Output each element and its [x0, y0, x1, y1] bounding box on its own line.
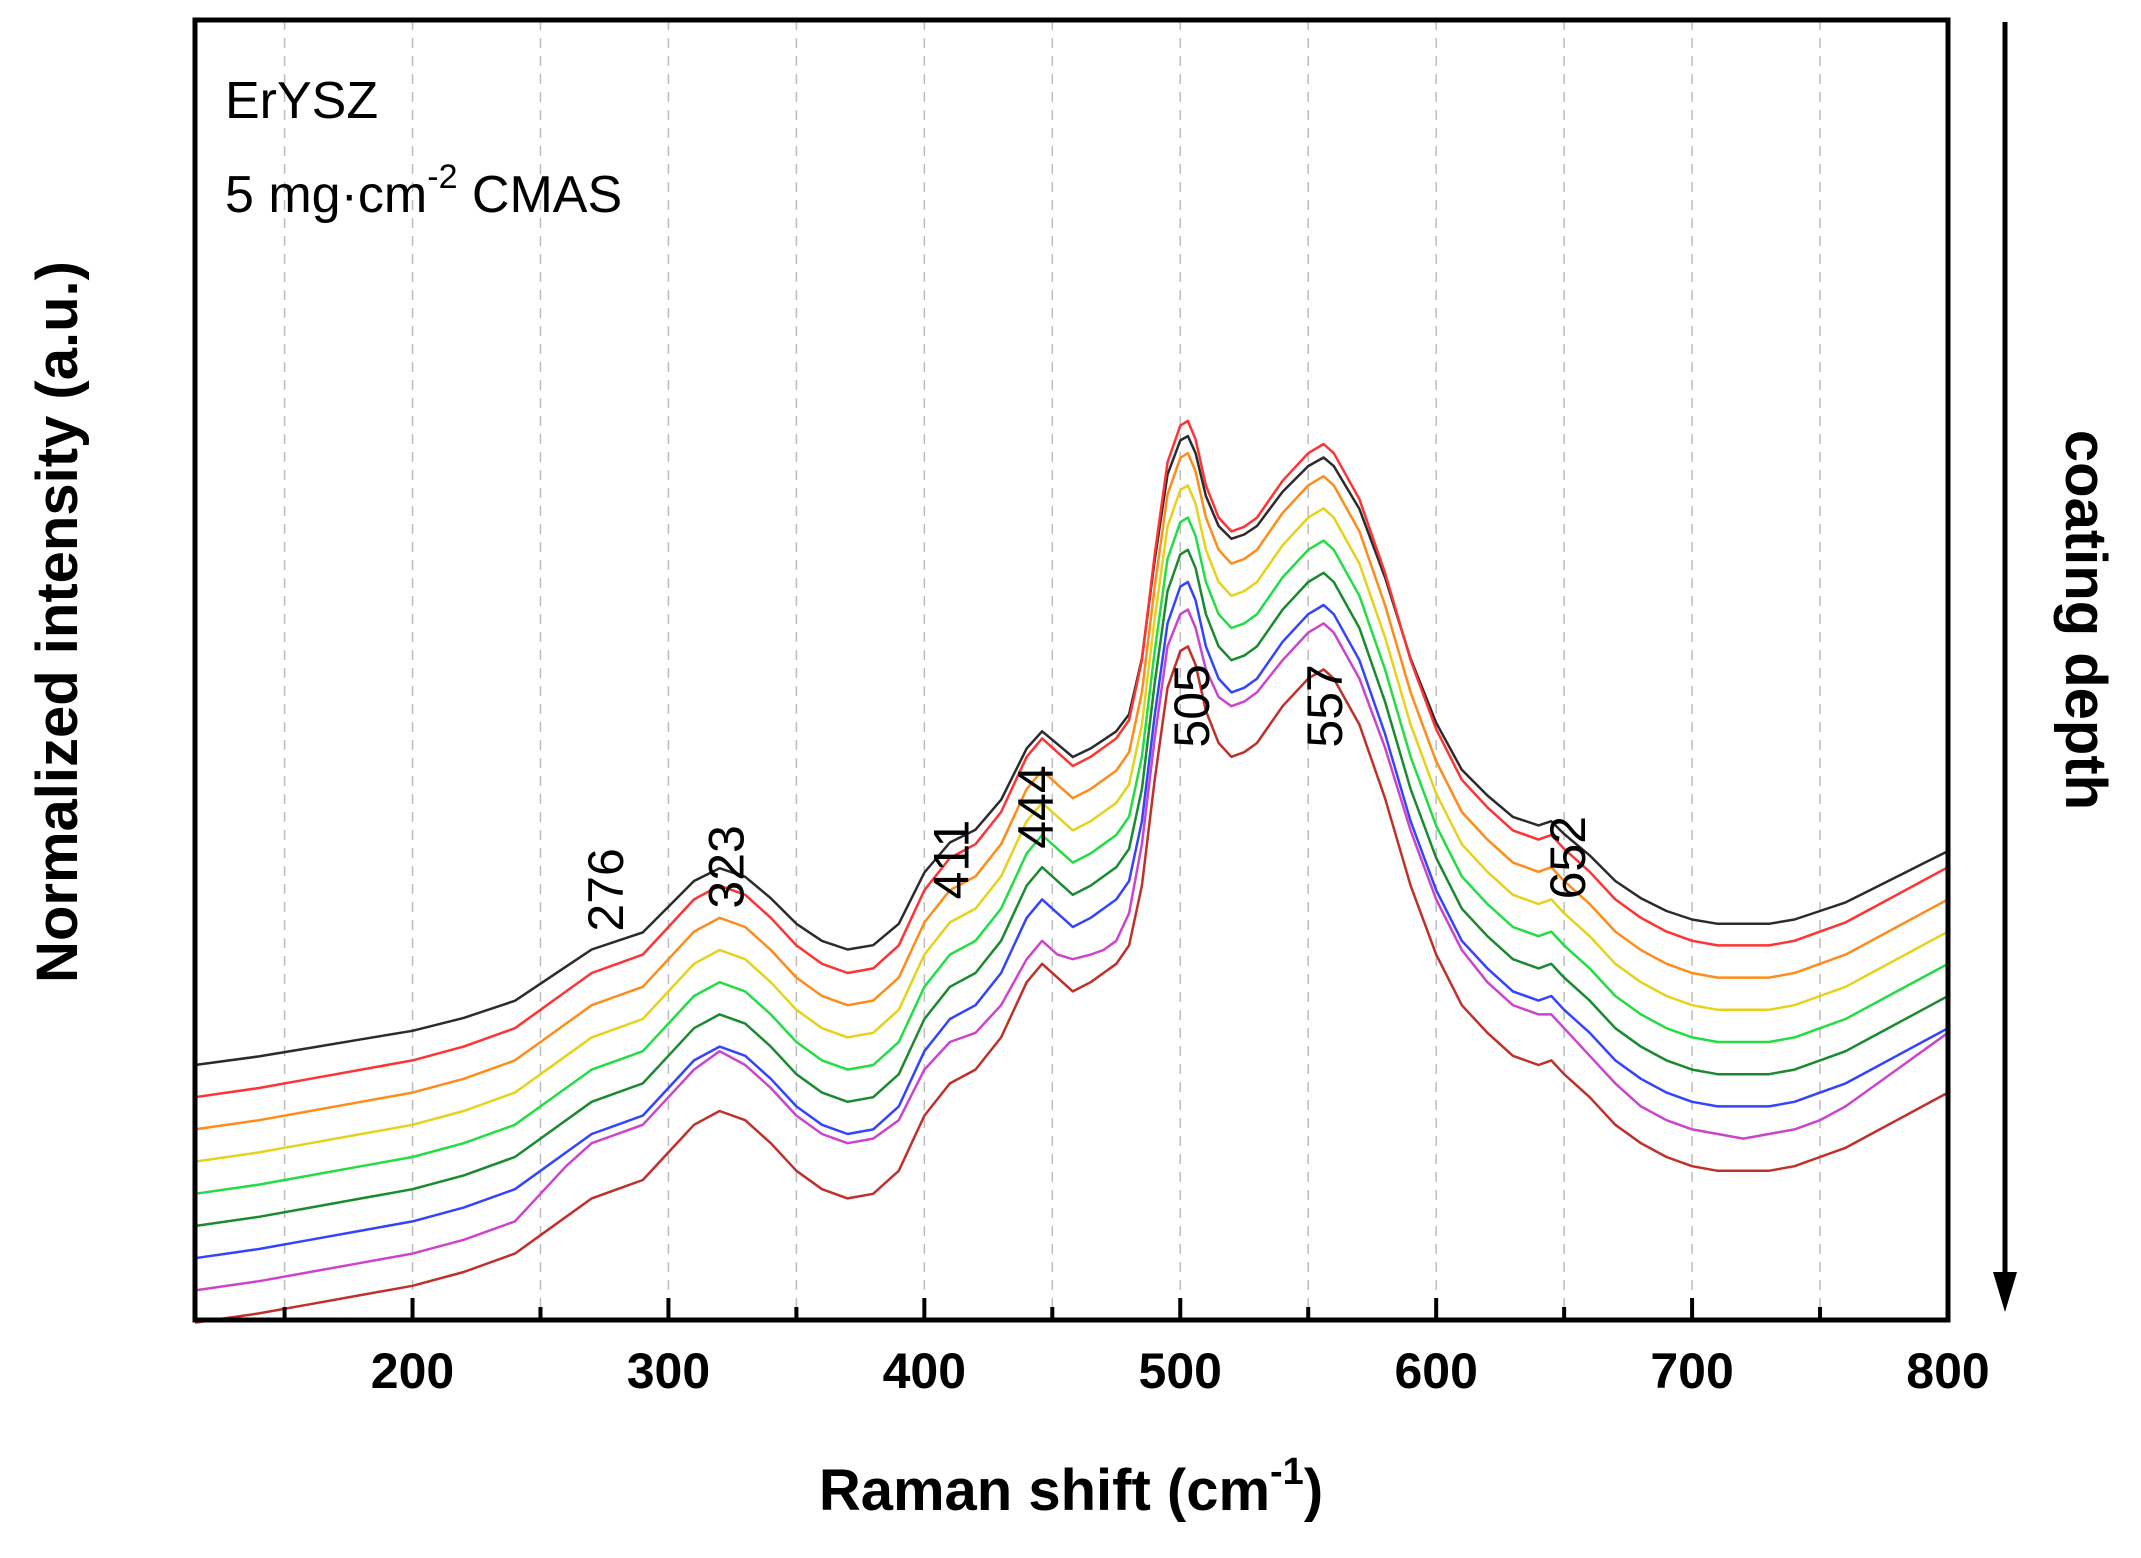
spectrum-line-3: [194, 451, 1949, 1131]
coating-depth-arrow: [1993, 22, 2017, 1312]
depth-arrow-head: [1993, 1272, 2017, 1312]
peak-labels: 276 323 411 444 505 557 652: [578, 664, 1596, 931]
y-axis-title: Normalized intensity (a.u.): [25, 261, 90, 983]
spectrum-line-2: [194, 419, 1949, 1099]
material-label: ErYSZ: [225, 72, 378, 130]
grid-lines: [283, 20, 1821, 1320]
peak-label-652: 652: [1540, 816, 1596, 899]
x-tick-label-500: 500: [1139, 1343, 1222, 1399]
spectrum-line-8: [194, 608, 1949, 1292]
x-tick-label-200: 200: [371, 1343, 454, 1399]
plot-frame: [192, 17, 1951, 1323]
x-tick-label-800: 800: [1906, 1343, 1989, 1399]
spectrum-line-5: [194, 516, 1949, 1196]
peak-label-444: 444: [1008, 765, 1064, 848]
peak-label-276: 276: [578, 848, 634, 931]
spectrum-line-6: [194, 548, 1949, 1228]
spectrum-line-1: [194, 434, 1949, 1067]
spectrum-line-7: [194, 580, 1949, 1260]
coating-depth-label: coating depth: [2053, 430, 2118, 810]
peak-label-411: 411: [924, 820, 980, 900]
spectrum-line-4: [194, 484, 1949, 1163]
x-axis-title: Raman shift (cm-1): [819, 1451, 1323, 1523]
spectrum-line-9: [194, 645, 1949, 1324]
x-tick-label-600: 600: [1394, 1343, 1477, 1399]
peak-label-323: 323: [698, 825, 754, 908]
spectra-series: [194, 419, 1949, 1324]
x-tick-label-700: 700: [1650, 1343, 1733, 1399]
x-tick-label-400: 400: [883, 1343, 966, 1399]
peak-label-505: 505: [1164, 664, 1220, 747]
cmas-label: 5 mg·cm-2 CMAS: [225, 158, 622, 224]
x-tick-label-300: 300: [627, 1343, 710, 1399]
peak-label-557: 557: [1297, 664, 1353, 747]
x-axis-ticks: 200 300 400 500 600 700 800: [282, 1298, 1990, 1399]
